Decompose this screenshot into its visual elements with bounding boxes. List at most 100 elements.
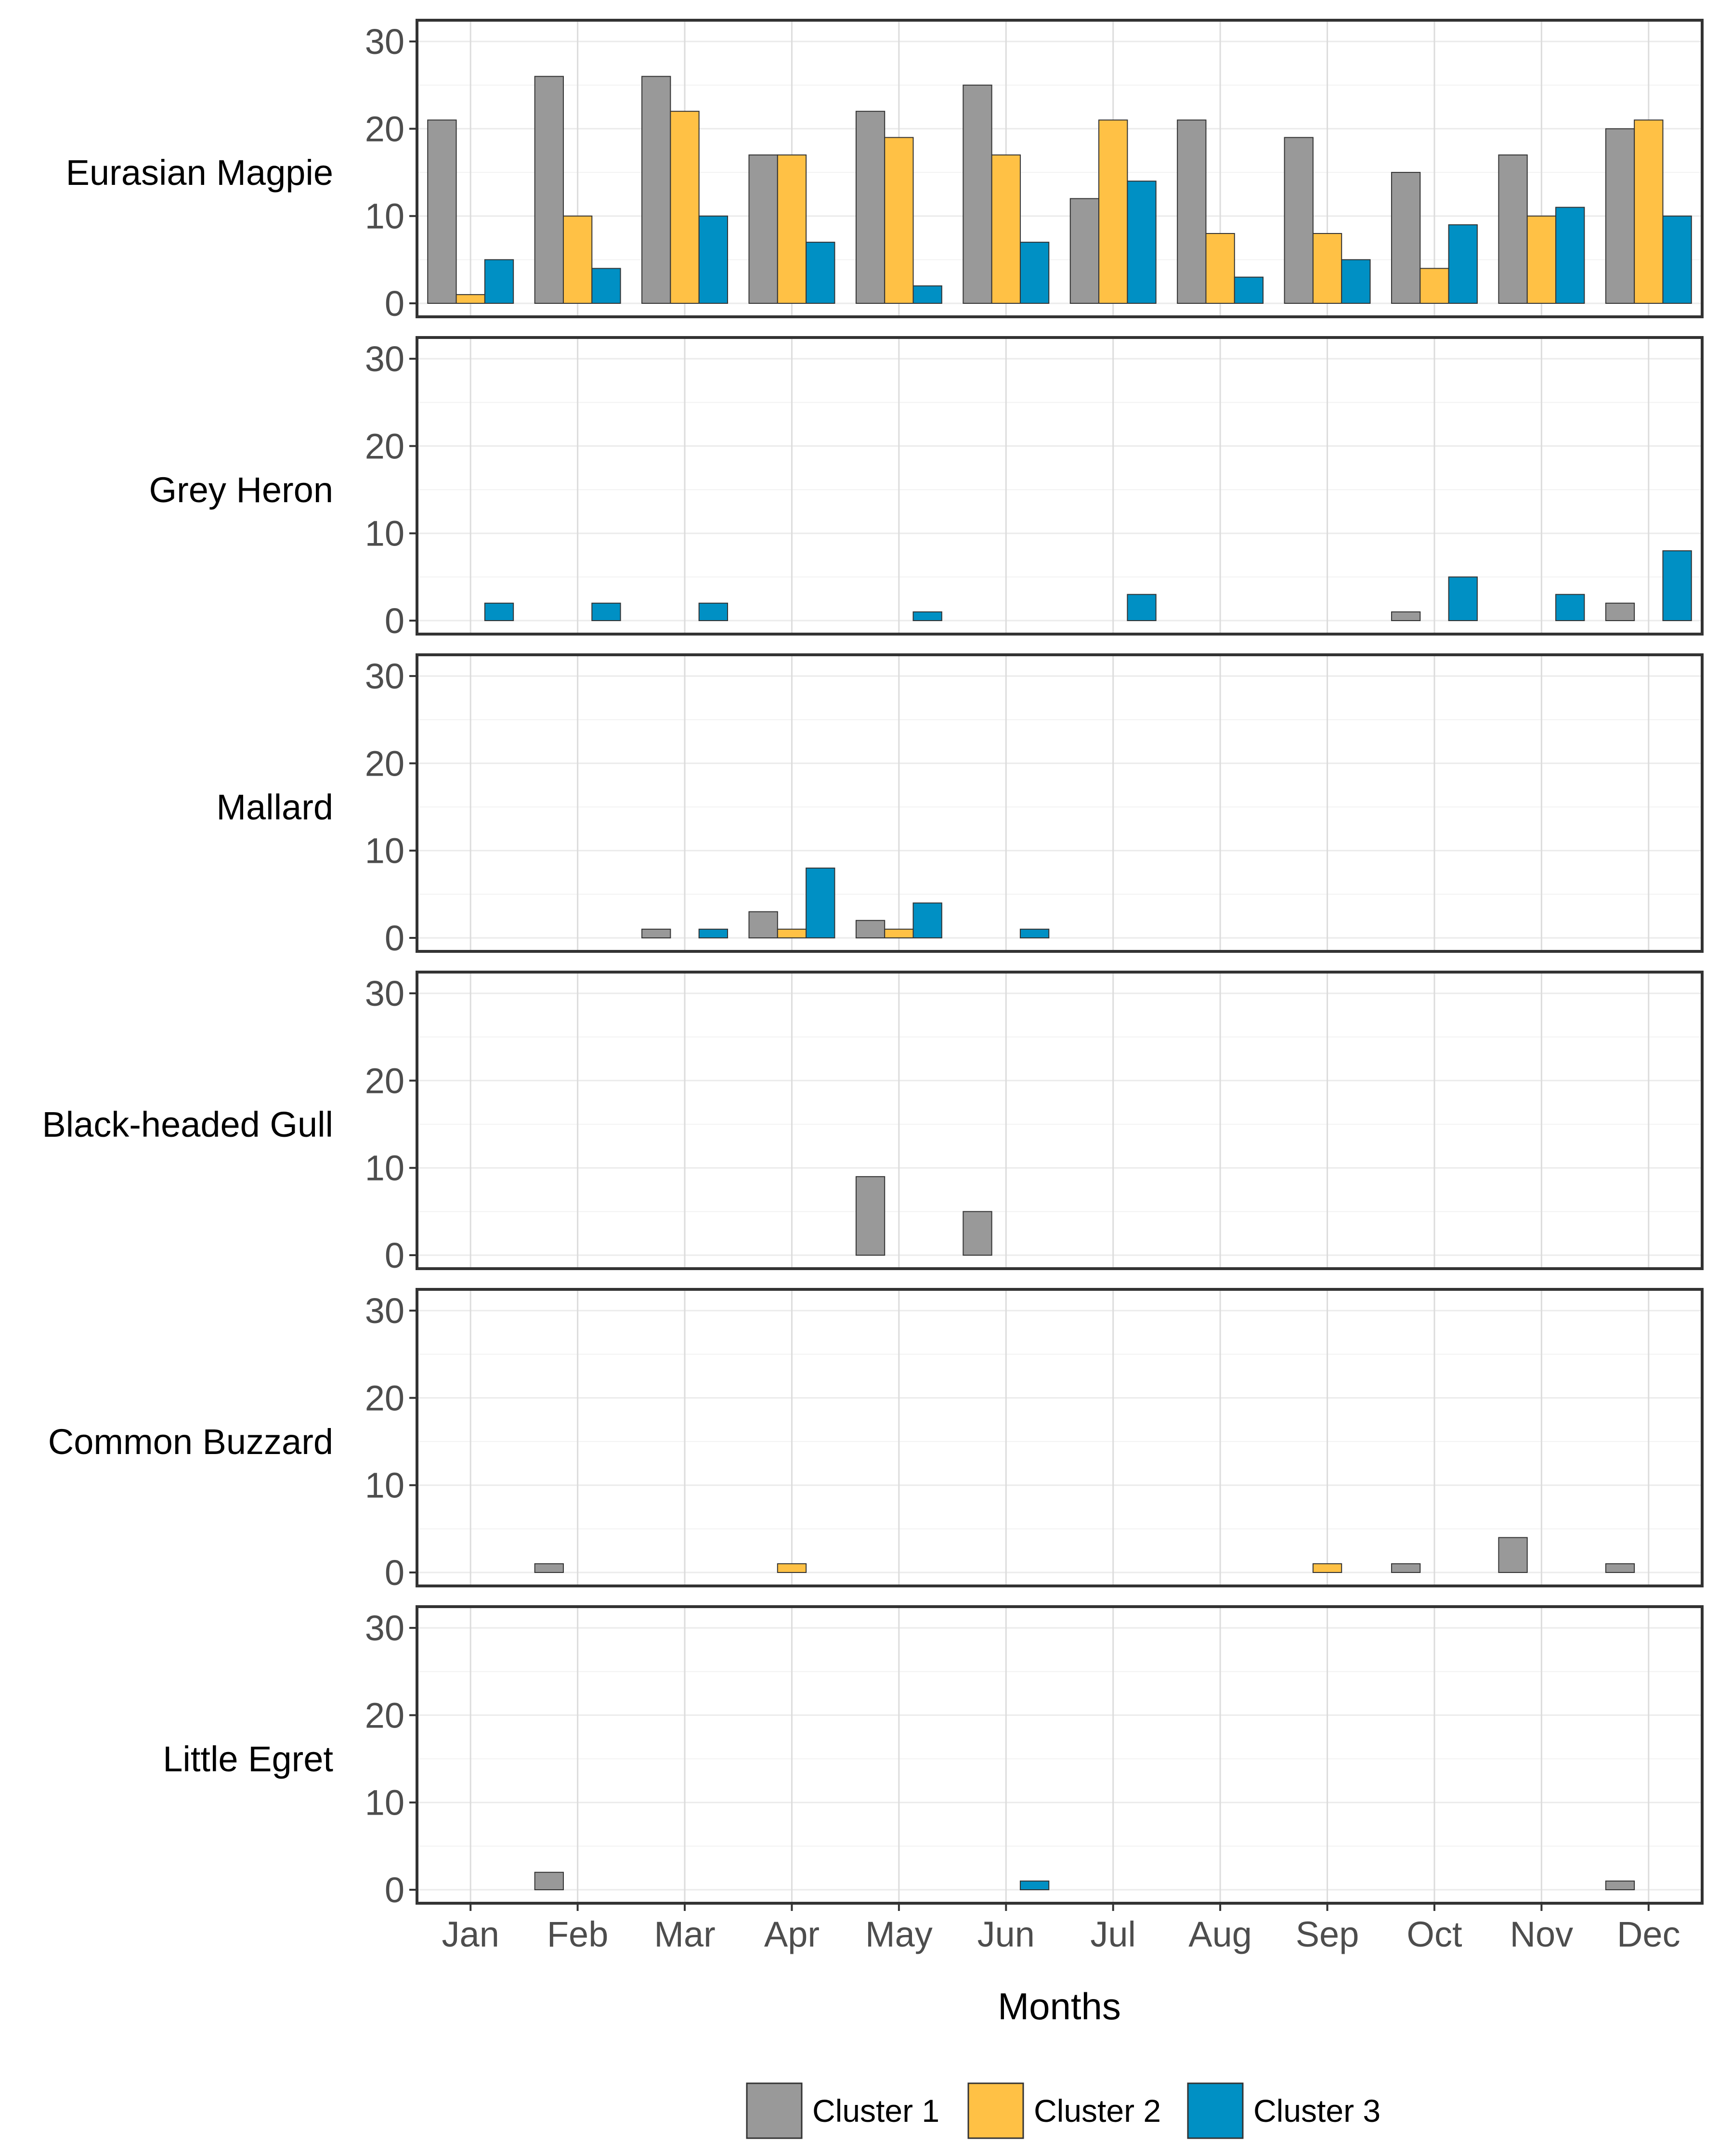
bar-black-headed-gull-cluster-1-may <box>855 1176 886 1256</box>
y-tick-label: 0 <box>385 284 404 324</box>
legend-label-cluster-3: Cluster 3 <box>1253 2093 1380 2129</box>
bar-grey-heron-cluster-3-dec <box>1662 550 1692 622</box>
facet-black-headed-gull: 0 10 20 30 Black-headed Gull <box>42 971 1704 1275</box>
y-tick-label: 10 <box>365 1783 404 1823</box>
x-tick-label-jan: Jan <box>442 1914 499 1954</box>
y-tick-label: 10 <box>365 1148 404 1188</box>
x-axis-title: Months <box>998 1985 1121 2027</box>
x-axis: Jan Feb Mar Apr May Jun Jul Aug Sep Oct Nov Dec <box>442 1903 1680 1954</box>
bar-common-buzzard-cluster-1-feb <box>534 1563 564 1573</box>
y-tick-label: 20 <box>365 109 404 149</box>
legend-item-cluster-1: Cluster 1 <box>746 2082 939 2139</box>
bar-eurasian-magpie-cluster-2-may <box>884 137 914 304</box>
bar-eurasian-magpie-cluster-2-dec <box>1634 119 1664 304</box>
y-tick-label: 0 <box>385 1235 404 1275</box>
bar-little-egret-cluster-1-dec <box>1605 1880 1635 1890</box>
bar-grey-heron-cluster-3-mar <box>698 602 729 622</box>
facet-label-little-egret: Little Egret <box>163 1739 333 1779</box>
bar-eurasian-magpie-cluster-1-jan <box>427 119 457 304</box>
legend-key-cluster-3 <box>1187 2082 1244 2139</box>
bar-eurasian-magpie-cluster-2-apr <box>777 154 807 304</box>
bar-grey-heron-cluster-3-may <box>912 611 942 622</box>
bar-eurasian-magpie-cluster-2-mar <box>670 111 700 304</box>
y-tick-label: 30 <box>365 1608 404 1648</box>
y-tick-label: 20 <box>365 743 404 783</box>
bar-eurasian-magpie-cluster-1-dec <box>1605 128 1635 304</box>
x-tick-label-may: May <box>865 1914 933 1954</box>
x-tick-label-jul: Jul <box>1090 1914 1136 1954</box>
y-tick-label: 0 <box>385 601 404 641</box>
bar-common-buzzard-cluster-1-dec <box>1605 1563 1635 1573</box>
bar-common-buzzard-cluster-1-nov <box>1498 1537 1528 1573</box>
y-tick-label: 0 <box>385 918 404 958</box>
bar-eurasian-magpie-cluster-3-jul <box>1127 181 1157 304</box>
y-tick-label: 20 <box>365 1061 404 1101</box>
bar-eurasian-magpie-cluster-2-jul <box>1098 119 1128 304</box>
panel-border <box>416 19 1704 318</box>
bar-eurasian-magpie-cluster-1-may <box>855 111 886 304</box>
bar-grey-heron-cluster-1-dec <box>1605 602 1635 622</box>
bar-eurasian-magpie-cluster-3-nov <box>1555 207 1585 304</box>
bar-grey-heron-cluster-1-oct <box>1391 611 1421 622</box>
bar-eurasian-magpie-cluster-3-jun <box>1019 242 1050 304</box>
facet-panels: 0 10 20 30 Eurasian Magpie 0 10 20 30 Grey Heron 0… <box>42 19 1704 1910</box>
y-tick-label: 20 <box>365 1695 404 1735</box>
bar-common-buzzard-cluster-1-oct <box>1391 1563 1421 1573</box>
bar-mallard-cluster-2-may <box>884 928 914 939</box>
bar-mallard-cluster-1-may <box>855 920 886 939</box>
bar-black-headed-gull-cluster-1-jun <box>963 1211 992 1256</box>
facet-label-eurasian-magpie: Eurasian Magpie <box>66 153 333 193</box>
legend-key-cluster-1 <box>746 2082 803 2139</box>
y-tick-label: 30 <box>365 339 404 379</box>
bar-eurasian-magpie-cluster-3-sep <box>1341 259 1371 304</box>
bar-eurasian-magpie-cluster-1-jun <box>963 84 992 304</box>
y-tick-label: 10 <box>365 1466 404 1506</box>
x-tick-label-dec: Dec <box>1617 1914 1680 1954</box>
x-tick-label-mar: Mar <box>654 1914 715 1954</box>
y-tick-label: 30 <box>365 1291 404 1331</box>
bar-eurasian-magpie-cluster-3-aug <box>1234 276 1264 304</box>
bar-mallard-cluster-2-apr <box>777 928 807 939</box>
y-tick-label: 20 <box>365 1378 404 1418</box>
facet-mallard: 0 10 20 30 Mallard <box>216 653 1704 958</box>
bar-eurasian-magpie-cluster-3-mar <box>698 215 729 304</box>
x-tick-label-aug: Aug <box>1188 1914 1252 1954</box>
y-tick-label: 30 <box>365 22 404 62</box>
legend-label-cluster-2: Cluster 2 <box>1034 2093 1161 2129</box>
facet-label-mallard: Mallard <box>216 787 333 827</box>
y-tick-label: 10 <box>365 196 404 236</box>
bar-eurasian-magpie-cluster-1-oct <box>1391 172 1421 304</box>
bar-eurasian-magpie-cluster-2-feb <box>562 215 593 304</box>
bar-grey-heron-cluster-3-oct <box>1448 576 1478 622</box>
y-tick-label: 10 <box>365 831 404 871</box>
y-tick-label: 10 <box>365 514 404 554</box>
bar-eurasian-magpie-cluster-3-oct <box>1448 224 1478 304</box>
x-tick-label-sep: Sep <box>1296 1914 1359 1954</box>
bar-mallard-cluster-1-apr <box>748 911 778 939</box>
y-tick-label: 0 <box>385 1553 404 1593</box>
panel-border <box>416 1288 1704 1587</box>
y-tick-label: 0 <box>385 1870 404 1910</box>
bar-eurasian-magpie-cluster-2-nov <box>1526 215 1557 304</box>
bar-eurasian-magpie-cluster-1-nov <box>1498 154 1528 304</box>
bar-common-buzzard-cluster-2-apr <box>777 1563 807 1573</box>
panel-border <box>416 1605 1704 1905</box>
bar-grey-heron-cluster-3-nov <box>1555 594 1585 622</box>
bar-common-buzzard-cluster-2-sep <box>1312 1563 1342 1573</box>
facet-label-grey-heron: Grey Heron <box>149 470 333 510</box>
x-tick-label-nov: Nov <box>1510 1914 1574 1954</box>
bar-eurasian-magpie-cluster-2-jun <box>991 154 1021 304</box>
facet-common-buzzard: 0 10 20 30 Common Buzzard <box>48 1288 1704 1593</box>
bar-mallard-cluster-3-apr <box>806 867 835 939</box>
bar-eurasian-magpie-cluster-1-apr <box>748 154 778 304</box>
x-tick-label-feb: Feb <box>547 1914 609 1954</box>
legend-key-cluster-2 <box>967 2082 1024 2139</box>
bar-eurasian-magpie-cluster-1-mar <box>641 76 671 304</box>
bar-eurasian-magpie-cluster-1-jul <box>1069 198 1100 304</box>
bar-little-egret-cluster-1-feb <box>534 1871 564 1891</box>
bar-mallard-cluster-3-may <box>912 902 942 939</box>
bar-eurasian-magpie-cluster-1-sep <box>1284 137 1314 304</box>
panel-border <box>416 971 1704 1270</box>
legend: Cluster 1 Cluster 2 Cluster 3 <box>746 2082 1380 2139</box>
